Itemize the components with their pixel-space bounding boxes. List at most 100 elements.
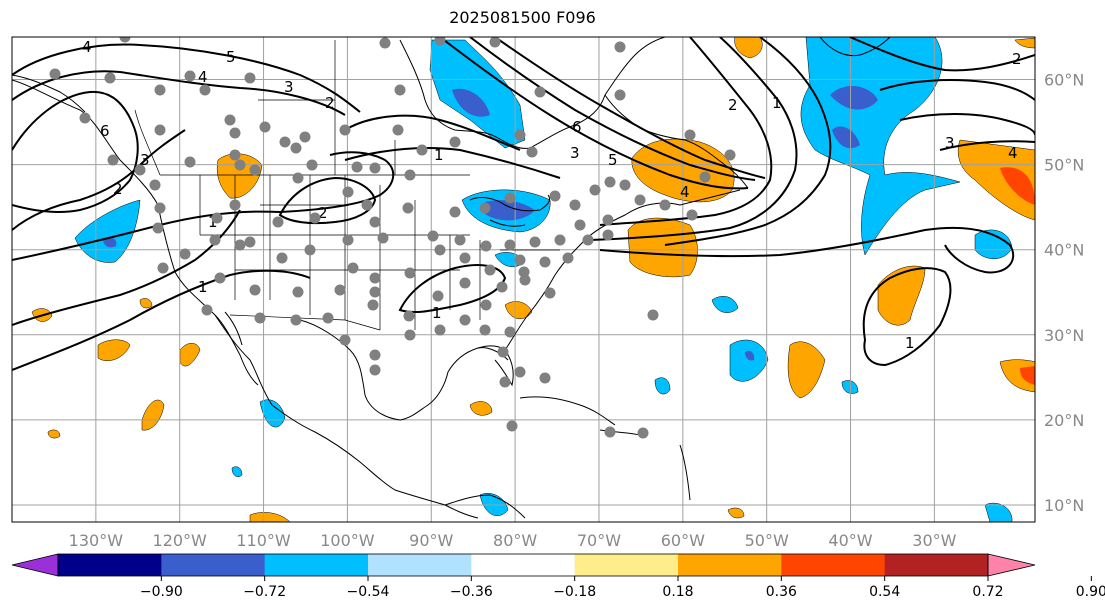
station-marker bbox=[602, 229, 614, 241]
contour-label: 4 bbox=[1008, 144, 1018, 162]
station-marker bbox=[229, 149, 241, 161]
station-marker bbox=[392, 124, 404, 136]
longitude-tick-label: 70°W bbox=[577, 531, 621, 550]
contour-label: 1 bbox=[432, 304, 442, 322]
colorbar-segment bbox=[471, 554, 576, 576]
contour-label: 1 bbox=[772, 94, 782, 112]
contour-label: 2 bbox=[728, 96, 738, 114]
station-marker bbox=[459, 314, 471, 326]
station-marker bbox=[479, 324, 491, 336]
station-marker bbox=[292, 286, 304, 298]
station-marker bbox=[259, 121, 271, 133]
latitude-tick-label: 50°N bbox=[1044, 156, 1084, 175]
station-marker bbox=[369, 216, 381, 228]
station-marker bbox=[514, 129, 526, 141]
station-marker bbox=[637, 427, 649, 439]
station-marker bbox=[534, 86, 546, 98]
station-marker bbox=[290, 142, 302, 154]
station-marker bbox=[184, 156, 196, 168]
colorbar-tick-label: −0.54 bbox=[347, 584, 390, 600]
longitude-tick-label: 100°W bbox=[320, 531, 375, 550]
colorbar-tick-label: −0.72 bbox=[243, 584, 286, 600]
station-marker bbox=[339, 124, 351, 136]
station-marker bbox=[134, 164, 146, 176]
station-marker bbox=[369, 286, 381, 298]
colorbar-tick-label: 0.90 bbox=[1076, 584, 1105, 600]
station-marker bbox=[449, 136, 461, 148]
station-marker bbox=[339, 334, 351, 346]
station-marker bbox=[272, 216, 284, 228]
contour-label: 3 bbox=[945, 134, 955, 152]
colorbar-segment bbox=[884, 554, 989, 576]
station-marker bbox=[404, 169, 416, 181]
station-marker bbox=[379, 37, 391, 49]
station-marker bbox=[529, 236, 541, 248]
colorbar-extend-low bbox=[11, 553, 59, 577]
political-boundaries bbox=[134, 40, 560, 331]
station-marker bbox=[514, 366, 526, 378]
longitude-tick-label: 60°W bbox=[661, 531, 705, 550]
station-marker bbox=[209, 234, 221, 246]
contour-label: 4 bbox=[82, 38, 92, 56]
contour-label: 3 bbox=[284, 78, 294, 96]
station-marker bbox=[582, 234, 594, 246]
colorbar-tick-label: −0.90 bbox=[140, 584, 183, 600]
contour-label: 1 bbox=[434, 146, 444, 164]
contour-label: 5 bbox=[226, 48, 236, 66]
station-marker bbox=[304, 244, 316, 256]
station-marker bbox=[104, 72, 116, 84]
colorbar-tick-label: 0.18 bbox=[662, 584, 693, 600]
latitude-tick-label: 40°N bbox=[1044, 241, 1084, 260]
station-marker bbox=[211, 212, 223, 224]
contour-label: 3 bbox=[140, 151, 150, 169]
station-marker bbox=[334, 284, 346, 296]
longitude-tick-label: 130°W bbox=[69, 531, 124, 550]
station-marker bbox=[454, 234, 466, 246]
station-marker bbox=[484, 264, 496, 276]
station-marker bbox=[427, 230, 439, 242]
station-marker bbox=[518, 266, 530, 278]
longitude-tick-label: 40°W bbox=[828, 531, 872, 550]
station-marker bbox=[499, 376, 511, 388]
station-marker bbox=[249, 284, 261, 296]
station-marker bbox=[614, 89, 626, 101]
station-marker bbox=[154, 124, 166, 136]
contour-label: 4 bbox=[198, 68, 208, 86]
station-marker bbox=[119, 37, 131, 43]
colorbar-tick-label: 0.36 bbox=[766, 584, 797, 600]
anomaly-shading bbox=[31, 37, 1035, 522]
contour-label: 4 bbox=[680, 183, 690, 201]
station-marker bbox=[434, 244, 446, 256]
contour-label: 1 bbox=[198, 278, 208, 296]
station-marker bbox=[404, 329, 416, 341]
station-marker bbox=[699, 171, 711, 183]
colorbar-segment bbox=[678, 554, 782, 576]
contour-label: 3 bbox=[570, 144, 580, 162]
station-marker bbox=[432, 290, 444, 302]
station-marker bbox=[234, 239, 246, 251]
colorbar-tick-label: −0.36 bbox=[450, 584, 493, 600]
station-marker bbox=[184, 70, 196, 82]
station-marker bbox=[107, 154, 119, 166]
latitude-labels: 60°N 50°N 40°N 30°N 20°N 10°N bbox=[1044, 71, 1084, 515]
station-marker bbox=[276, 252, 288, 264]
longitude-tick-label: 120°W bbox=[153, 531, 208, 550]
station-marker bbox=[254, 312, 266, 324]
station-marker bbox=[342, 186, 354, 198]
graticule bbox=[12, 37, 1035, 522]
station-marker bbox=[361, 199, 373, 211]
station-marker bbox=[229, 199, 241, 211]
station-marker bbox=[157, 262, 169, 274]
station-marker bbox=[549, 190, 561, 202]
station-marker bbox=[504, 239, 516, 251]
station-marker bbox=[480, 299, 492, 311]
contour-label: 2 bbox=[113, 180, 123, 198]
station-marker bbox=[152, 222, 164, 234]
contour-labels: 4 5 4 3 6 3 2 1 1 2 1 1 2 6 5 4 3 2 1 2 … bbox=[82, 38, 1022, 352]
station-marker bbox=[351, 161, 363, 173]
station-marker bbox=[369, 162, 381, 174]
station-marker bbox=[434, 37, 446, 46]
station-marker bbox=[569, 199, 581, 211]
station-marker bbox=[480, 240, 492, 252]
latitude-tick-label: 60°N bbox=[1044, 71, 1084, 90]
